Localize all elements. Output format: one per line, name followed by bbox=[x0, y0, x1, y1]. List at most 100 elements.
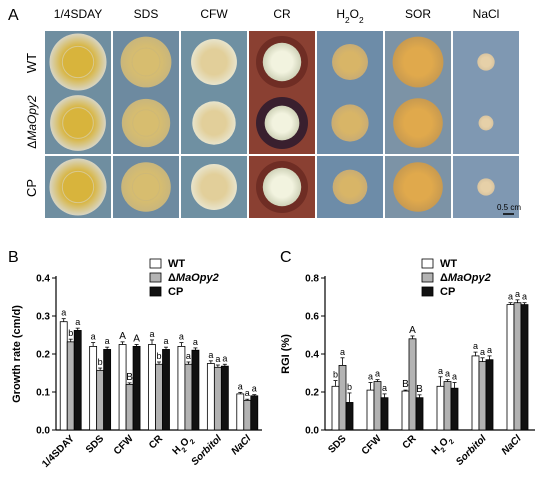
colony bbox=[120, 36, 172, 88]
legend-label: CP bbox=[168, 286, 183, 298]
significance-letter: b bbox=[347, 382, 352, 392]
colony bbox=[393, 98, 443, 148]
significance-letter: a bbox=[149, 329, 154, 339]
x-tick-label: H2O2 bbox=[430, 433, 456, 459]
legend-swatch bbox=[421, 258, 434, 269]
significance-letter: a bbox=[445, 369, 450, 379]
significance-letter: b bbox=[68, 328, 73, 338]
colony-ring bbox=[131, 172, 161, 202]
row-label-mutant: ΔMaOpy2 bbox=[25, 95, 39, 149]
plate-2-0 bbox=[45, 156, 111, 218]
colony bbox=[264, 105, 300, 141]
bar bbox=[250, 395, 259, 431]
significance-letter: a bbox=[522, 292, 527, 302]
legend-swatch bbox=[149, 258, 162, 269]
significance-letter: a bbox=[238, 381, 243, 391]
x-tick-label: NaCl bbox=[500, 433, 524, 457]
bar bbox=[331, 385, 340, 431]
significance-letter: a bbox=[508, 292, 513, 302]
y-axis-label: RGI (%) bbox=[280, 334, 292, 374]
bar bbox=[485, 359, 494, 431]
colony bbox=[191, 39, 237, 85]
plate-0-4 bbox=[317, 31, 383, 93]
y-tick-label: 0.2 bbox=[36, 350, 50, 361]
colony bbox=[332, 169, 368, 205]
plate-header-2: CFW bbox=[200, 7, 228, 21]
colony-ring bbox=[132, 109, 160, 137]
significance-letter: B bbox=[402, 379, 409, 390]
bar bbox=[96, 369, 105, 431]
bar bbox=[443, 381, 452, 431]
plate-1-6 bbox=[453, 92, 519, 154]
bar-group: b a b bbox=[331, 347, 354, 431]
significance-letter: a bbox=[75, 317, 80, 327]
bar bbox=[401, 390, 410, 431]
colony bbox=[49, 158, 107, 216]
y-tick-label: 0.4 bbox=[305, 350, 319, 361]
bar bbox=[506, 304, 515, 431]
bar bbox=[471, 355, 480, 431]
bar bbox=[478, 361, 487, 431]
plate-column-headers: 1/4SDAY SDS CFW CR H2O2 SOR NaCl bbox=[54, 7, 500, 25]
colony bbox=[121, 162, 171, 212]
y-tick-label: 0.3 bbox=[36, 312, 50, 323]
plate-header-6: NaCl bbox=[473, 7, 500, 21]
plate-1-0 bbox=[45, 92, 111, 154]
bar bbox=[66, 341, 75, 431]
plate-1-2 bbox=[181, 92, 247, 154]
x-tick-label: CFW bbox=[360, 433, 384, 457]
legend-swatch bbox=[421, 272, 434, 283]
significance-letter: a bbox=[215, 354, 220, 364]
significance-letter: b bbox=[333, 370, 338, 380]
colony bbox=[477, 178, 495, 196]
x-tick-label: SDS bbox=[326, 433, 349, 456]
row-label-cp: CP bbox=[24, 179, 39, 197]
y-axis-label: Growth rate (cm/d) bbox=[11, 305, 23, 403]
bar bbox=[366, 389, 375, 431]
legend-swatch bbox=[149, 286, 162, 297]
bar bbox=[177, 345, 186, 431]
significance-letter: A bbox=[133, 334, 140, 345]
colony bbox=[262, 167, 302, 207]
bar-group: aba bbox=[148, 329, 170, 431]
legend-label: CP bbox=[440, 286, 455, 298]
bar bbox=[148, 344, 156, 431]
significance-letter: a bbox=[487, 345, 492, 355]
x-tick-label: CR bbox=[401, 433, 420, 452]
plate-1-4 bbox=[317, 92, 383, 154]
x-tick-label: NaCl bbox=[230, 433, 254, 457]
legend-swatch bbox=[149, 272, 162, 283]
significance-letter: a bbox=[222, 353, 227, 363]
significance-letter: a bbox=[438, 366, 443, 376]
colony bbox=[331, 104, 369, 142]
colony-ring bbox=[61, 45, 95, 79]
plate-2-6 bbox=[453, 156, 519, 218]
bar bbox=[236, 393, 245, 431]
plate-2-1 bbox=[113, 156, 179, 218]
bar bbox=[220, 365, 229, 431]
legend: WT ΔMaOpy2 CP bbox=[149, 258, 219, 298]
significance-letter: a bbox=[368, 372, 373, 382]
legend-label: ΔMaOpy2 bbox=[440, 272, 491, 284]
row-label-wt: WT bbox=[24, 53, 39, 73]
plate-header-0: 1/4SDAY bbox=[54, 7, 102, 21]
x-tick-label: Sorbitol bbox=[189, 433, 224, 468]
bar bbox=[118, 344, 127, 431]
bar bbox=[513, 302, 522, 431]
plate-1-3 bbox=[249, 92, 315, 154]
bar bbox=[415, 397, 424, 431]
bar bbox=[103, 349, 112, 431]
plate-header-3: CR bbox=[273, 7, 291, 21]
colony bbox=[121, 98, 171, 148]
x-tick-label: 1/4SDAY bbox=[40, 433, 77, 470]
bar bbox=[89, 345, 98, 431]
significance-letter: a bbox=[473, 341, 478, 351]
bar bbox=[162, 349, 170, 431]
bar bbox=[450, 387, 459, 431]
bar bbox=[520, 304, 529, 431]
bar-group: B A B bbox=[401, 325, 424, 431]
y-tick-label: 0.8 bbox=[305, 274, 319, 285]
